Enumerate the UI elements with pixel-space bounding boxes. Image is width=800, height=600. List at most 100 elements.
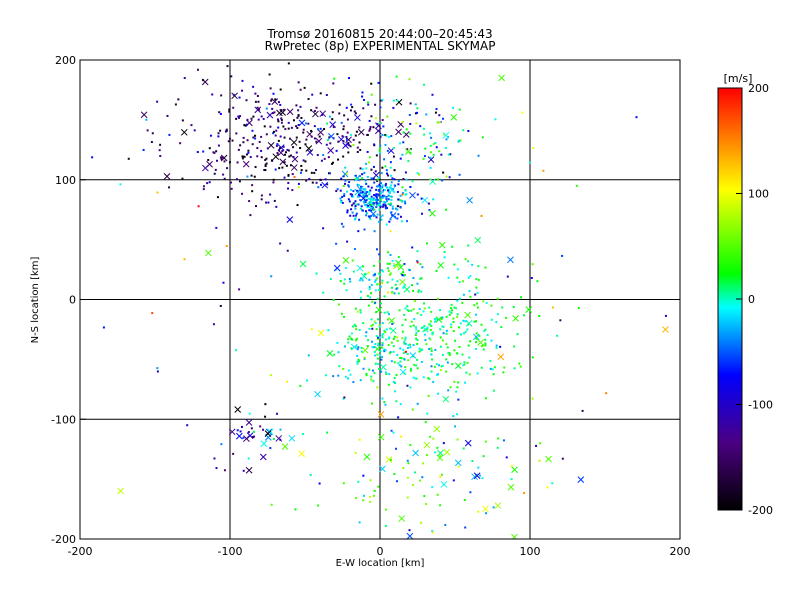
meteor-point [190,124,193,127]
meteor-point [416,260,419,263]
meteor-point [477,278,480,281]
meteor-point [401,186,404,189]
meteor-cross [454,362,462,370]
meteor-point [475,337,478,340]
colorbar-tick-label: -200 [748,504,773,517]
meteor-point [432,153,435,156]
meteor-point [379,106,382,109]
meteor-point [495,346,498,349]
meteor-point [459,322,462,325]
meteor-point [216,196,219,199]
meteor-point [358,193,361,196]
meteor-point [355,178,358,181]
meteor-cross [442,395,450,403]
meteor-point [439,454,442,457]
meteor-point [350,195,353,198]
meteor-point [452,321,455,324]
meteor-point [391,214,394,217]
meteor-point [422,462,425,465]
meteor-point [434,111,437,114]
meteor-point [377,194,380,197]
meteor-point [390,135,393,138]
meteor-point [475,347,478,350]
meteor-point [213,172,216,175]
meteor-point [372,274,375,277]
meteor-point [342,155,345,158]
meteor-point [474,293,477,296]
meteor-point [279,438,282,441]
meteor-point [436,121,439,124]
meteor-point [367,161,370,164]
meteor-point [395,374,398,377]
meteor-point [374,194,377,197]
meteor-point [356,189,359,192]
meteor-point [464,330,467,333]
meteor-point [391,205,394,208]
meteor-point [352,214,355,217]
meteor-point [462,293,465,296]
meteor-cross [357,128,365,136]
meteor-point [551,482,554,485]
meteor-point [238,180,241,183]
meteor-point [280,121,283,124]
meteor-point [359,167,362,170]
meteor-point [369,128,372,131]
x-tick-label: -100 [218,545,243,558]
meteor-point [412,344,415,347]
meteor-point [484,344,487,347]
meteor-point [347,198,350,201]
meteor-point [418,347,421,350]
meteor-point [385,199,388,202]
meteor-cross [545,455,552,463]
meteor-point [430,136,433,139]
colorbar-tick-label: 200 [748,82,769,95]
meteor-point [257,100,260,103]
meteor-point [378,288,381,291]
meteor-point [447,153,450,156]
meteor-cross [281,443,289,450]
meteor-point [250,117,253,120]
meteor-point [422,157,425,160]
meteor-point [315,181,318,184]
meteor-point [265,107,268,110]
meteor-point [384,182,387,185]
meteor-point [254,100,257,103]
meteor-point [227,140,230,143]
meteor-point [372,198,375,201]
meteor-cross [409,352,417,359]
meteor-point [416,358,419,361]
meteor-point [319,127,322,130]
meteor-point [374,322,377,325]
meteor-point [359,311,362,314]
meteor-point [298,140,301,143]
meteor-point [385,338,388,341]
meteor-point [384,524,387,527]
meteor-point [364,191,367,194]
meteor-point [436,493,439,496]
meteor-point [358,328,361,331]
meteor-point [375,201,378,204]
meteor-point [363,195,366,198]
meteor-point [228,137,231,140]
meteor-point [391,322,394,325]
meteor-point [346,209,349,212]
meteor-point [362,98,365,101]
meteor-point [151,312,154,315]
meteor-point [518,362,521,365]
meteor-point [407,359,410,362]
meteor-cross [234,406,242,413]
y-tick-label: 200 [55,54,76,67]
meteor-point [256,147,259,150]
meteor-point [475,286,478,289]
meteor-point [457,381,460,384]
meteor-point [469,491,472,494]
meteor-point [372,201,375,204]
meteor-point [462,319,465,322]
meteor-point [353,323,356,326]
meteor-point [384,508,387,511]
meteor-point [531,397,534,400]
meteor-point [251,129,254,132]
meteor-point [388,220,391,223]
meteor-point [238,288,241,291]
meteor-point [295,136,298,139]
